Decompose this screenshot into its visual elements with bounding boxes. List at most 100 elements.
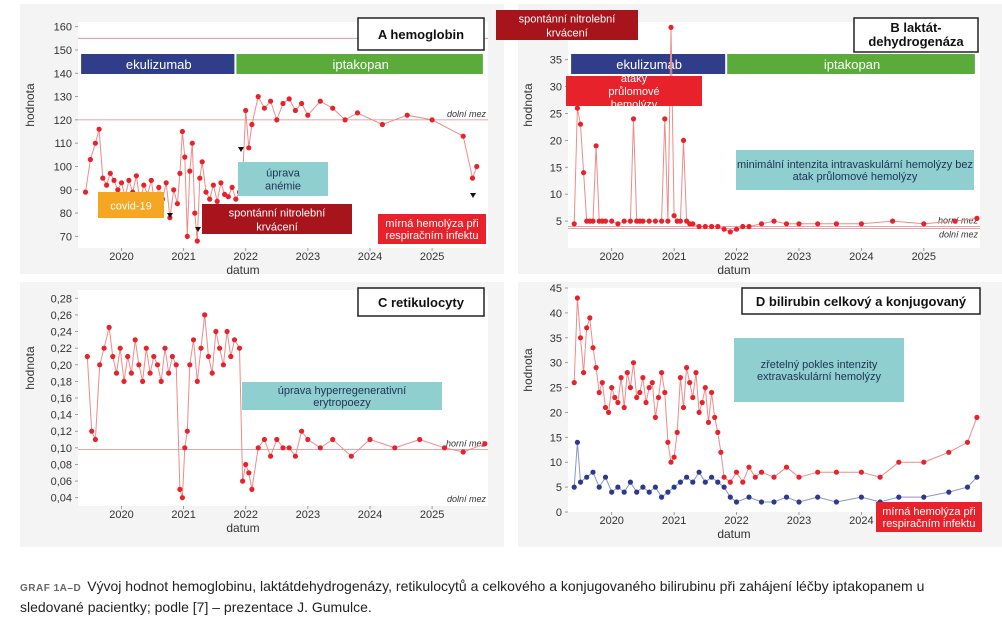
data-point [662, 389, 668, 396]
annotation-text: respiračním infektu [883, 518, 976, 530]
data-point [680, 137, 687, 143]
data-point [118, 180, 125, 186]
y-tick-label: 100 [54, 161, 72, 173]
data-point [210, 182, 216, 188]
data-point [606, 409, 612, 415]
y-tick-label: 0,10 [51, 443, 72, 455]
data-point [330, 436, 336, 443]
data-point [274, 117, 280, 123]
data-point [596, 389, 602, 396]
data-point [224, 328, 230, 335]
data-point [624, 370, 630, 376]
data-point [286, 445, 292, 451]
data-point [590, 469, 596, 475]
x-tick-label: 2022 [724, 515, 748, 527]
data-point [163, 180, 169, 186]
x-tick-label: 2020 [109, 251, 133, 263]
data-point [379, 121, 385, 128]
data-point [634, 489, 640, 495]
data-point [417, 436, 423, 443]
data-point [687, 380, 693, 386]
data-point [156, 184, 162, 190]
data-point [268, 98, 274, 104]
data-point [177, 486, 183, 492]
data-point [182, 154, 188, 160]
data-point [752, 474, 758, 480]
data-point [111, 177, 117, 183]
data-point [877, 474, 883, 480]
data-point [133, 173, 139, 179]
data-point [225, 194, 231, 200]
data-point [469, 175, 476, 181]
y-tick-label: 20 [550, 407, 562, 419]
data-point [680, 404, 687, 411]
therapy-bar-label: ekulizumab [616, 57, 682, 72]
y-tick-label: 5 [556, 482, 562, 494]
therapy-bar-label: iptakopan [332, 57, 388, 72]
data-point [833, 221, 840, 227]
data-point [655, 394, 662, 401]
y-axis-title: hodnota [23, 83, 37, 127]
y-tick-label: 25 [550, 108, 562, 120]
y-tick-label: 130 [54, 92, 72, 104]
data-point [946, 489, 952, 495]
data-point [758, 469, 765, 475]
data-point [715, 223, 721, 230]
data-point [198, 345, 204, 351]
data-point [596, 484, 602, 490]
data-point [182, 445, 188, 451]
y-tick-label: 5 [556, 216, 562, 228]
data-point [668, 24, 674, 30]
y-tick-label: 0,12 [51, 426, 72, 438]
data-point [858, 469, 865, 475]
data-point [858, 221, 865, 227]
y-tick-label: 0,26 [51, 310, 72, 322]
annotation-box [242, 382, 442, 410]
data-point [228, 353, 234, 360]
data-point [330, 105, 336, 111]
data-point [896, 459, 902, 465]
data-point [194, 238, 200, 244]
data-point [184, 428, 190, 434]
data-point [115, 187, 121, 193]
data-point [715, 429, 721, 435]
data-point [833, 499, 840, 505]
arrow-marker [238, 147, 244, 152]
annotation-box [876, 502, 982, 532]
y-axis-title: hodnota [23, 346, 37, 390]
data-point [652, 414, 659, 420]
data-point [652, 484, 659, 490]
annotation-text: anémie [265, 181, 301, 193]
y-tick-label: 160 [54, 22, 72, 34]
data-point [746, 494, 752, 500]
series-line [86, 314, 486, 498]
data-point [460, 133, 466, 139]
y-tick-label: 0,24 [51, 327, 72, 339]
y-tick-label: 0,16 [51, 393, 72, 405]
data-point [194, 378, 200, 384]
y-tick-label: 0,06 [51, 476, 72, 488]
data-point [593, 143, 599, 149]
annotation-text: covid-19 [110, 201, 152, 213]
data-point [255, 94, 261, 100]
data-point [718, 449, 724, 455]
data-point [662, 116, 668, 122]
data-point [236, 345, 243, 351]
data-point [643, 399, 649, 406]
data-point [367, 436, 373, 443]
data-point [952, 218, 958, 224]
data-point [233, 196, 239, 202]
data-point [771, 218, 777, 224]
data-point [709, 389, 715, 396]
panel-title: C retikulocyty [378, 295, 465, 310]
data-point [696, 223, 702, 230]
y-axis-title: hodnota [521, 83, 535, 127]
data-point [229, 184, 235, 190]
data-point [771, 499, 777, 505]
data-point [615, 484, 621, 490]
data-point [727, 229, 733, 235]
y-tick-label: 0,28 [51, 293, 72, 305]
data-point [354, 110, 361, 116]
data-point [249, 121, 255, 128]
x-tick-label: 2021 [662, 251, 686, 263]
